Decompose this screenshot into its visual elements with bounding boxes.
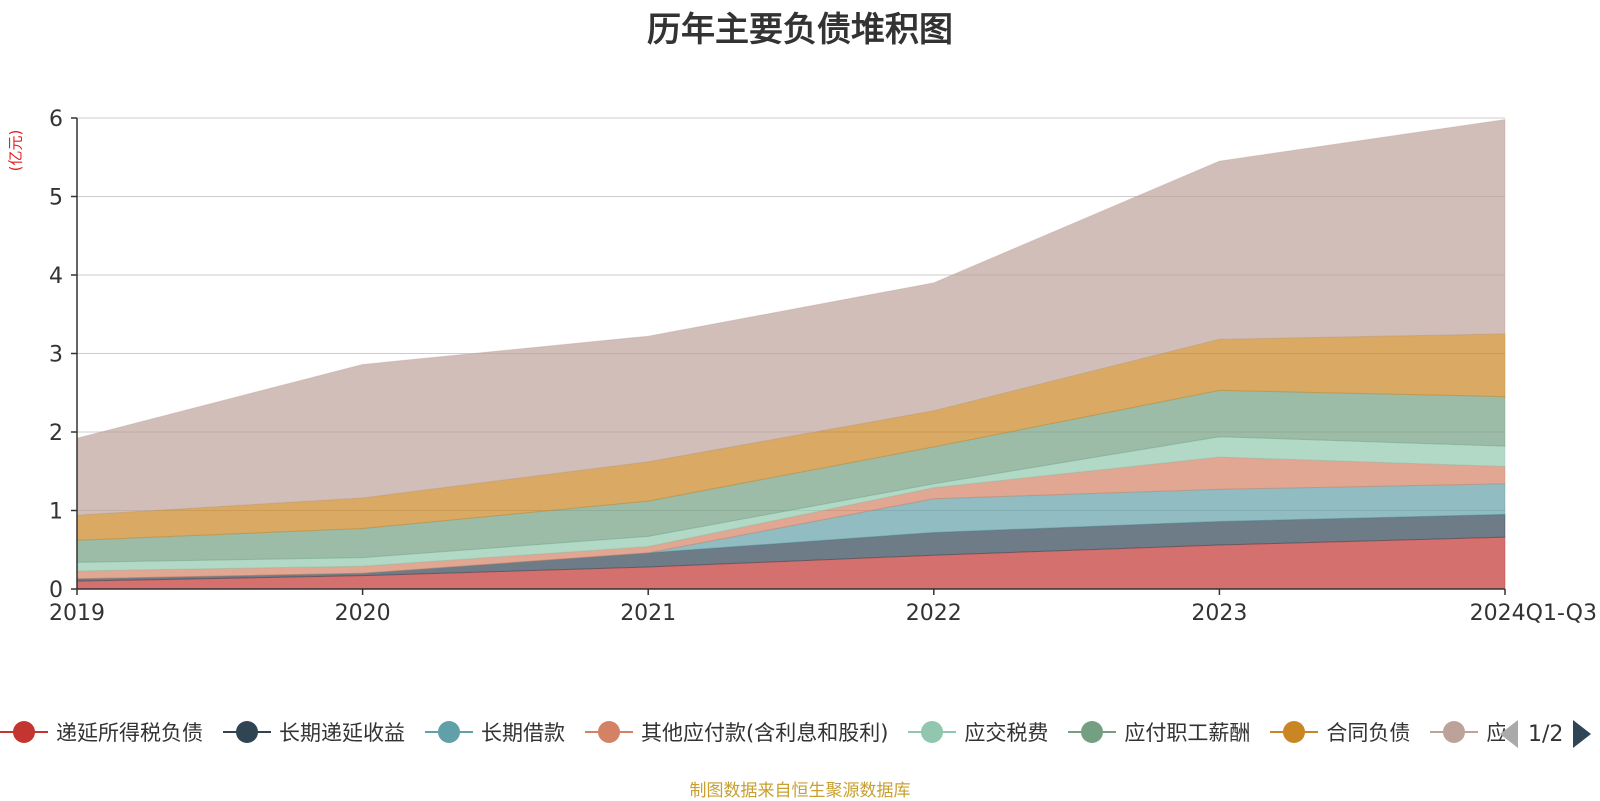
legend-prev-arrow-icon[interactable] [1500,720,1518,748]
legend-page-indicator: 1/2 [1528,721,1564,747]
x-tick-label: 2021 [620,601,676,626]
legend: 递延所得税负债 长期递延收益 长期借款 其他应付款(含利息和股利) 应交税费 应付职工薪酬… [0,712,1505,752]
legend-label: 递延所得税负债 [56,721,203,745]
legend-item[interactable]: 递延所得税负债 [0,712,203,752]
area-series [76,118,1506,590]
legend-label: 应交税费 [964,721,1049,745]
y-tick-label: 0 [49,578,63,603]
y-tick-label: 2 [49,421,63,446]
legend-marker-icon [1068,720,1117,744]
x-tick-label: 2019 [49,601,105,626]
data-source-note: 制图数据来自恒生聚源数据库 [689,781,911,801]
legend-marker-icon [585,720,633,744]
legend-item[interactable]: 长期借款 [425,712,565,752]
legend-marker-icon [223,720,271,744]
y-tick-label: 1 [49,500,63,525]
legend-label: 长期借款 [481,721,565,745]
legend-item[interactable]: 应付职工薪酬 [1068,712,1250,752]
area-series-7 [76,118,1506,516]
area-series-2 [76,483,1506,580]
legend-label: 合同负债 [1326,721,1411,745]
y-tick-label: 3 [49,343,63,368]
legend-pager: 1/2 [1500,716,1600,752]
chart-title: 历年主要负债堆积图 [647,10,953,50]
legend-marker-icon [425,720,473,744]
legend-label: 应付职工薪酬 [1124,721,1251,745]
legend-item[interactable]: 应交税费 [908,712,1048,752]
y-tick-label: 5 [49,186,63,211]
legend-marker-icon [0,720,48,744]
stacked-area-chart: 0 1 2 3 4 5 6 2019 2020 2021 2022 2023 2024Q1-Q3 [49,107,1597,626]
legend-label: 长期递延收益 [279,721,405,745]
y-tick-label: 6 [49,107,63,132]
legend-item[interactable]: 应付账款 [1430,712,1505,752]
x-tick-label: 2024Q1-Q3 [1470,601,1597,626]
legend-item[interactable]: 长期递延收益 [223,712,405,752]
legend-label: 其他应付款(含利息和股利) [641,721,889,745]
axes [71,117,1506,595]
x-tick-label: 2022 [906,601,962,626]
legend-marker-icon [1270,720,1319,744]
x-tick-label: 2023 [1191,601,1247,626]
x-tick-label: 2020 [335,601,391,626]
legend-next-arrow-icon[interactable] [1573,720,1592,748]
x-tick-labels: 2019 2020 2021 2022 2023 2024Q1-Q3 [49,601,1597,626]
legend-marker-icon [908,720,957,744]
y-tick-labels: 0 1 2 3 4 5 6 [49,107,63,603]
legend-marker-icon [1430,720,1479,744]
legend-item[interactable]: 其他应付款(含利息和股利) [585,712,888,752]
legend-item[interactable]: 合同负债 [1270,712,1410,752]
y-tick-label: 4 [49,264,63,289]
